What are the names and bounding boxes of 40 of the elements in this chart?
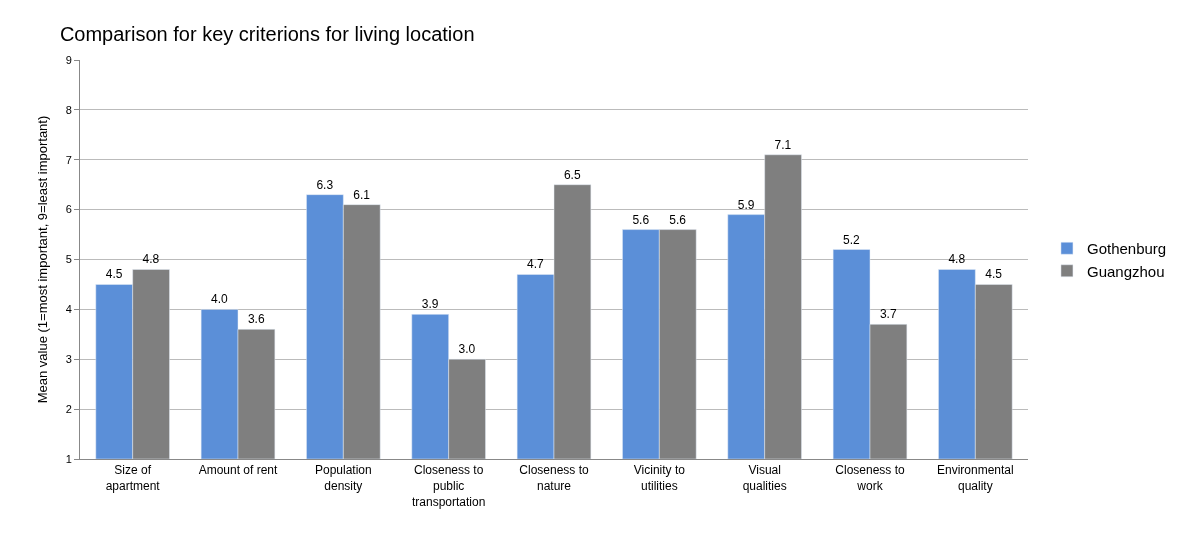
data-label: 3.0 bbox=[458, 342, 476, 357]
data-label: 7.1 bbox=[774, 137, 792, 152]
legend-label: Gothenburg bbox=[1086, 240, 1167, 258]
y-tick-label: 7 bbox=[65, 153, 72, 166]
legend-label: Guangzhou bbox=[1086, 262, 1165, 280]
data-label: 4.8 bbox=[948, 252, 966, 267]
data-label: 4.0 bbox=[211, 292, 229, 307]
y-axis-title: Mean value (1=most important, 9=least important) bbox=[34, 115, 50, 404]
data-label: 6.1 bbox=[353, 187, 371, 202]
data-label: 6.3 bbox=[316, 177, 334, 192]
data-label: 5.2 bbox=[843, 232, 861, 247]
x-tick-label: Population density bbox=[314, 463, 372, 493]
data-label: 4.7 bbox=[527, 257, 545, 272]
data-label: 4.5 bbox=[985, 267, 1003, 282]
x-tick-label: Closeness to work bbox=[835, 463, 906, 493]
x-tick-label: Vicinity to utilities bbox=[633, 463, 686, 493]
chart-title: Comparison for key criterions for living location bbox=[59, 23, 475, 46]
data-label: 5.6 bbox=[669, 212, 687, 227]
y-tick-label: 6 bbox=[65, 203, 72, 216]
y-tick-label: 3 bbox=[65, 353, 72, 366]
data-label: 4.8 bbox=[142, 252, 160, 267]
x-tick-label: Closeness to public transportation bbox=[411, 463, 486, 509]
data-label: 5.9 bbox=[737, 197, 755, 212]
y-tick-label: 9 bbox=[65, 53, 72, 66]
y-tick-label: 4 bbox=[65, 303, 72, 316]
data-label: 6.5 bbox=[563, 167, 581, 182]
x-tick-label: Visual qualities bbox=[742, 463, 787, 493]
data-label: 5.6 bbox=[632, 212, 650, 227]
y-tick-label: 5 bbox=[65, 253, 72, 266]
y-tick-label: 8 bbox=[65, 103, 72, 116]
x-tick-label: Closeness to nature bbox=[519, 463, 590, 493]
data-label: 3.6 bbox=[247, 312, 265, 327]
data-label: 4.5 bbox=[105, 267, 123, 282]
x-tick-label: Amount of rent bbox=[198, 463, 279, 478]
data-label: 3.9 bbox=[421, 297, 439, 312]
data-label: 3.7 bbox=[879, 307, 897, 322]
y-tick-label: 1 bbox=[65, 452, 72, 465]
x-tick-label: Environmental quality bbox=[936, 463, 1014, 493]
y-tick-label: 2 bbox=[65, 402, 72, 415]
x-tick-label: Size of apartment bbox=[105, 463, 161, 493]
